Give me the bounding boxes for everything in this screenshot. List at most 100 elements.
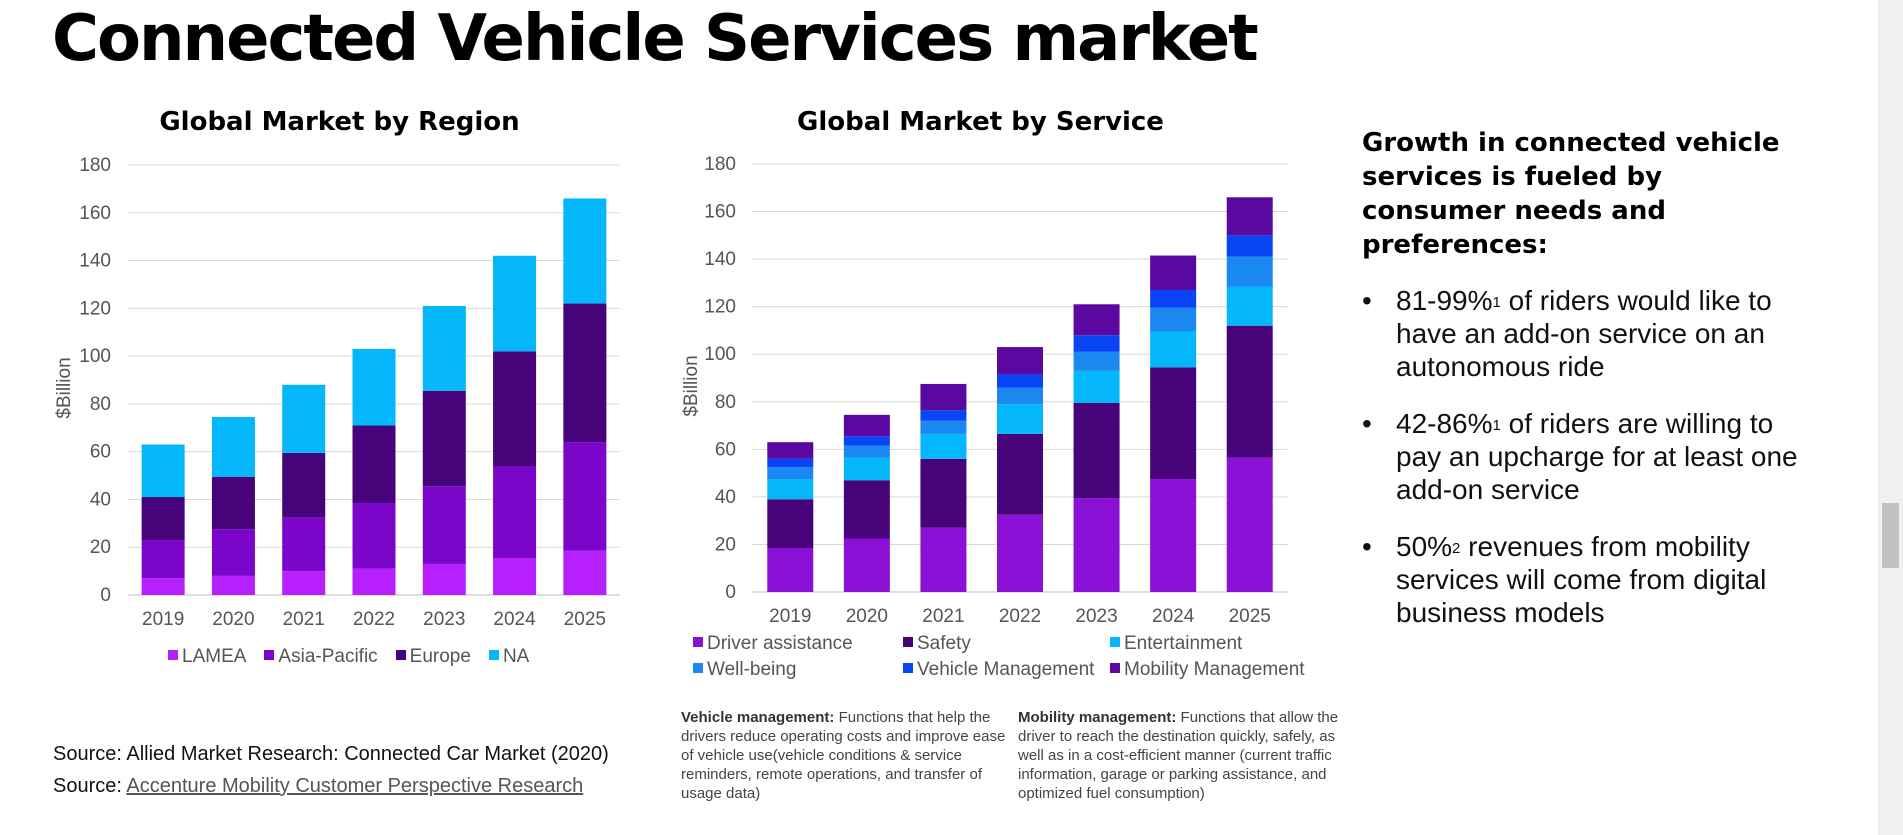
growth-bullet-3: • 50%2 revenues from mobility services wi… xyxy=(1362,530,1802,629)
bar-segment xyxy=(1073,402,1120,499)
bullet-dot: • xyxy=(1362,408,1372,439)
legend-swatch xyxy=(1110,636,1120,647)
bullet-stat: 81-99% xyxy=(1396,285,1493,316)
x-tick-label: 2019 xyxy=(769,606,811,627)
legend-label: Mobility Management xyxy=(1124,659,1305,680)
y-tick-label: 120 xyxy=(79,298,111,319)
bullet-text: revenues from mobility services will com… xyxy=(1396,531,1767,628)
y-tick-label: 20 xyxy=(90,537,111,558)
bar-segment xyxy=(422,486,466,564)
y-tick-label: 20 xyxy=(715,534,736,555)
bar-segment xyxy=(1150,307,1197,332)
growth-list: • 81-99%1 of riders would like to have an… xyxy=(1362,284,1802,629)
bar-segment xyxy=(1150,367,1197,480)
x-tick-label: 2019 xyxy=(142,609,184,630)
y-tick-label: 0 xyxy=(725,582,736,603)
legend-item: Asia-Pacific xyxy=(264,646,378,668)
legend-label: Driver assistance xyxy=(707,633,853,654)
legend-swatch xyxy=(488,649,499,660)
legend-label: LAMEA xyxy=(182,646,247,667)
bar-segment xyxy=(563,550,607,595)
bar-segment xyxy=(211,417,255,477)
growth-panel: Growth in connected vehicle services is … xyxy=(1362,126,1802,653)
bullet-footnote: 1 xyxy=(1492,417,1501,434)
mobility-management-note: Mobility management: Functions that allo… xyxy=(1018,708,1358,803)
bar-segment xyxy=(767,479,814,500)
legend-swatch xyxy=(693,636,703,647)
bar-segment xyxy=(352,568,396,595)
legend-swatch xyxy=(395,649,406,660)
y-tick-label: 40 xyxy=(715,487,736,508)
y-tick-label: 80 xyxy=(90,394,111,415)
y-tick-label: 120 xyxy=(704,297,736,318)
bar-segment xyxy=(211,529,255,576)
x-tick-label: 2024 xyxy=(493,609,536,630)
bar-segment xyxy=(563,442,607,551)
legend-label: Vehicle Management xyxy=(917,659,1095,680)
service-chart: 0 20 40 60 80 100 120 140 160 180 $Billion 2019 2020… xyxy=(681,154,1288,627)
bar-segment xyxy=(352,503,396,569)
bar-segment xyxy=(422,390,466,487)
bar-segment xyxy=(563,198,607,304)
y-axis-label: $Billion xyxy=(54,357,75,418)
bar-segment xyxy=(843,414,890,437)
bar-segment xyxy=(1226,197,1273,236)
growth-bullet-1: • 81-99%1 of riders would like to have an… xyxy=(1362,284,1802,383)
y-tick-label: 160 xyxy=(79,203,111,224)
vertical-scrollbar[interactable] xyxy=(1878,0,1903,835)
page-title: Connected Vehicle Services market xyxy=(52,2,1259,76)
bar-segment xyxy=(352,425,396,504)
bar-segment xyxy=(563,303,607,443)
bar-segment xyxy=(1150,290,1197,308)
y-tick-label: 0 xyxy=(100,585,111,606)
bar-segment xyxy=(1226,256,1273,287)
bullet-text: of riders are willing to pay an upcharge… xyxy=(1396,408,1798,505)
growth-heading: Growth in connected vehicle services is … xyxy=(1362,128,1780,260)
y-axis-label: $Billion xyxy=(681,355,702,416)
bar-segment xyxy=(282,517,326,572)
legend-item: Entertainment xyxy=(1110,633,1320,655)
bar-segment xyxy=(422,305,466,391)
bar-segment xyxy=(1226,286,1273,326)
x-tick-label: 2020 xyxy=(846,606,888,627)
bar-segment xyxy=(920,383,967,411)
bullet-dot: • xyxy=(1362,531,1372,562)
source-prefix: Source: xyxy=(53,775,127,797)
scrollbar-thumb[interactable] xyxy=(1882,503,1899,568)
bar-segment xyxy=(843,538,890,592)
bar-segment xyxy=(141,540,185,579)
legend-item: Vehicle Management xyxy=(903,659,1110,681)
growth-bullet-2: • 42-86%1 of riders are willing to pay an… xyxy=(1362,407,1802,506)
legend-item: LAMEA xyxy=(168,646,246,668)
legend-label: Asia-Pacific xyxy=(278,646,378,667)
bar-segment xyxy=(1150,331,1197,368)
bar-segment xyxy=(767,442,814,459)
legend-item: Europe xyxy=(395,646,471,668)
legend-item: NA xyxy=(488,646,529,668)
accenture-research-link[interactable]: Accenture Mobility Customer Perspective … xyxy=(126,775,584,797)
bar-segment xyxy=(141,578,185,595)
bar-segment xyxy=(141,497,185,541)
bar-segment xyxy=(767,548,814,592)
legend-item: Mobility Management xyxy=(1110,659,1320,681)
mobility-management-definition: Functions that allow the driver to reach… xyxy=(1018,709,1339,802)
legend-label: Safety xyxy=(917,633,971,654)
source-accenture: Source: Accenture Mobility Customer Pers… xyxy=(53,775,583,798)
bar-segment xyxy=(141,444,185,498)
bar-segment xyxy=(493,557,537,595)
bar-segment xyxy=(997,404,1043,434)
region-chart: 0 20 40 60 80 100 120 140 160 180 $Billion 2019 2020… xyxy=(54,155,620,630)
bar-segment xyxy=(767,458,814,468)
y-tick-label: 100 xyxy=(704,344,736,365)
bar-segment xyxy=(1226,325,1273,458)
source-allied: Source: Allied Market Research: Connecte… xyxy=(53,743,609,765)
bar-segment xyxy=(843,480,890,539)
region-chart-legend: LAMEA Asia-Pacific Europe NA xyxy=(168,646,547,668)
y-tick-label: 60 xyxy=(90,442,111,463)
bullet-footnote: 2 xyxy=(1452,540,1461,557)
bullet-stat: 42-86% xyxy=(1396,408,1493,439)
y-tick-label: 140 xyxy=(79,251,111,272)
bar-segment xyxy=(920,410,967,421)
vehicle-management-note: Vehicle management: Functions that help … xyxy=(681,708,1021,803)
bar-segment xyxy=(282,452,326,518)
